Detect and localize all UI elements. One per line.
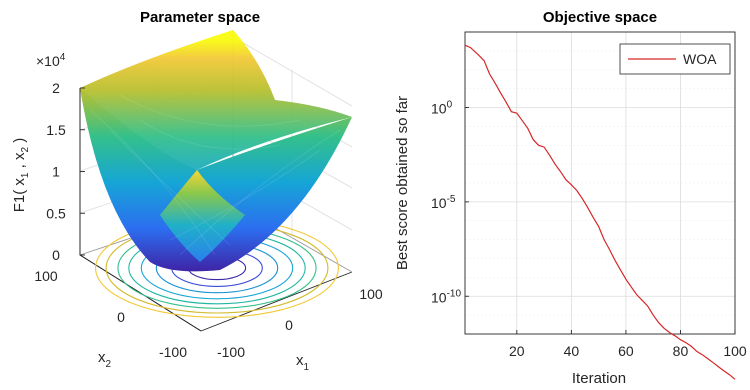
parameter-space-title: Parameter space [140,9,260,26]
x1-axis-label: x1 [296,352,310,373]
objective-grid [465,31,736,335]
legend-label-woa: WOA [683,51,717,67]
objective-axes-box [464,31,736,335]
x2-tick-0: 0 [117,309,125,325]
x2-tick-neg100: -100 [159,344,187,360]
objective-space-panel: Objective space 100 10-5 10-10 20 40 60 80 100… [394,9,747,387]
iteration-axis-label: Iteration [572,370,626,387]
x-tick-label: 80 [673,343,689,359]
bowl-surface [80,30,352,272]
objective-x-ticks: 20 40 60 80 100 [509,330,747,359]
z-axis-label: F1( x1 , x2 ) [11,138,31,212]
series-line-woa [464,44,736,380]
z-tick-label: 1.5 [46,122,66,138]
x-tick-label: 20 [509,343,525,359]
y-tick-label: 10-5 [431,194,456,211]
x-tick-label: 40 [564,343,580,359]
x1-tick-100: 100 [359,286,383,302]
legend: WOA [619,43,731,75]
x-tick-label: 100 [723,343,747,359]
y-tick-label: 100 [431,100,453,117]
x1-tick-0: 0 [285,317,293,333]
z-tick-label: 0 [52,247,60,263]
z-axis-ticks: 0 0.5 1 1.5 2 [46,80,85,263]
objective-y-ticks: 100 10-5 10-10 [431,100,469,305]
x2-tick-100: 100 [34,268,58,284]
z-tick-label: 2 [52,80,60,96]
x-tick-label: 60 [618,343,634,359]
x2-axis-label: x2 [98,349,112,370]
best-score-axis-label: Best score obtained so far [394,96,411,270]
y-tick-label: 10-10 [431,288,461,305]
objective-space-title: Objective space [543,9,657,26]
z-exponent: ×104 [36,52,66,69]
z-tick-label: 1 [52,164,60,180]
z-tick-label: 0.5 [46,205,66,221]
parameter-space-panel: Parameter space [11,9,383,373]
x1-tick-neg100: -100 [217,344,245,360]
